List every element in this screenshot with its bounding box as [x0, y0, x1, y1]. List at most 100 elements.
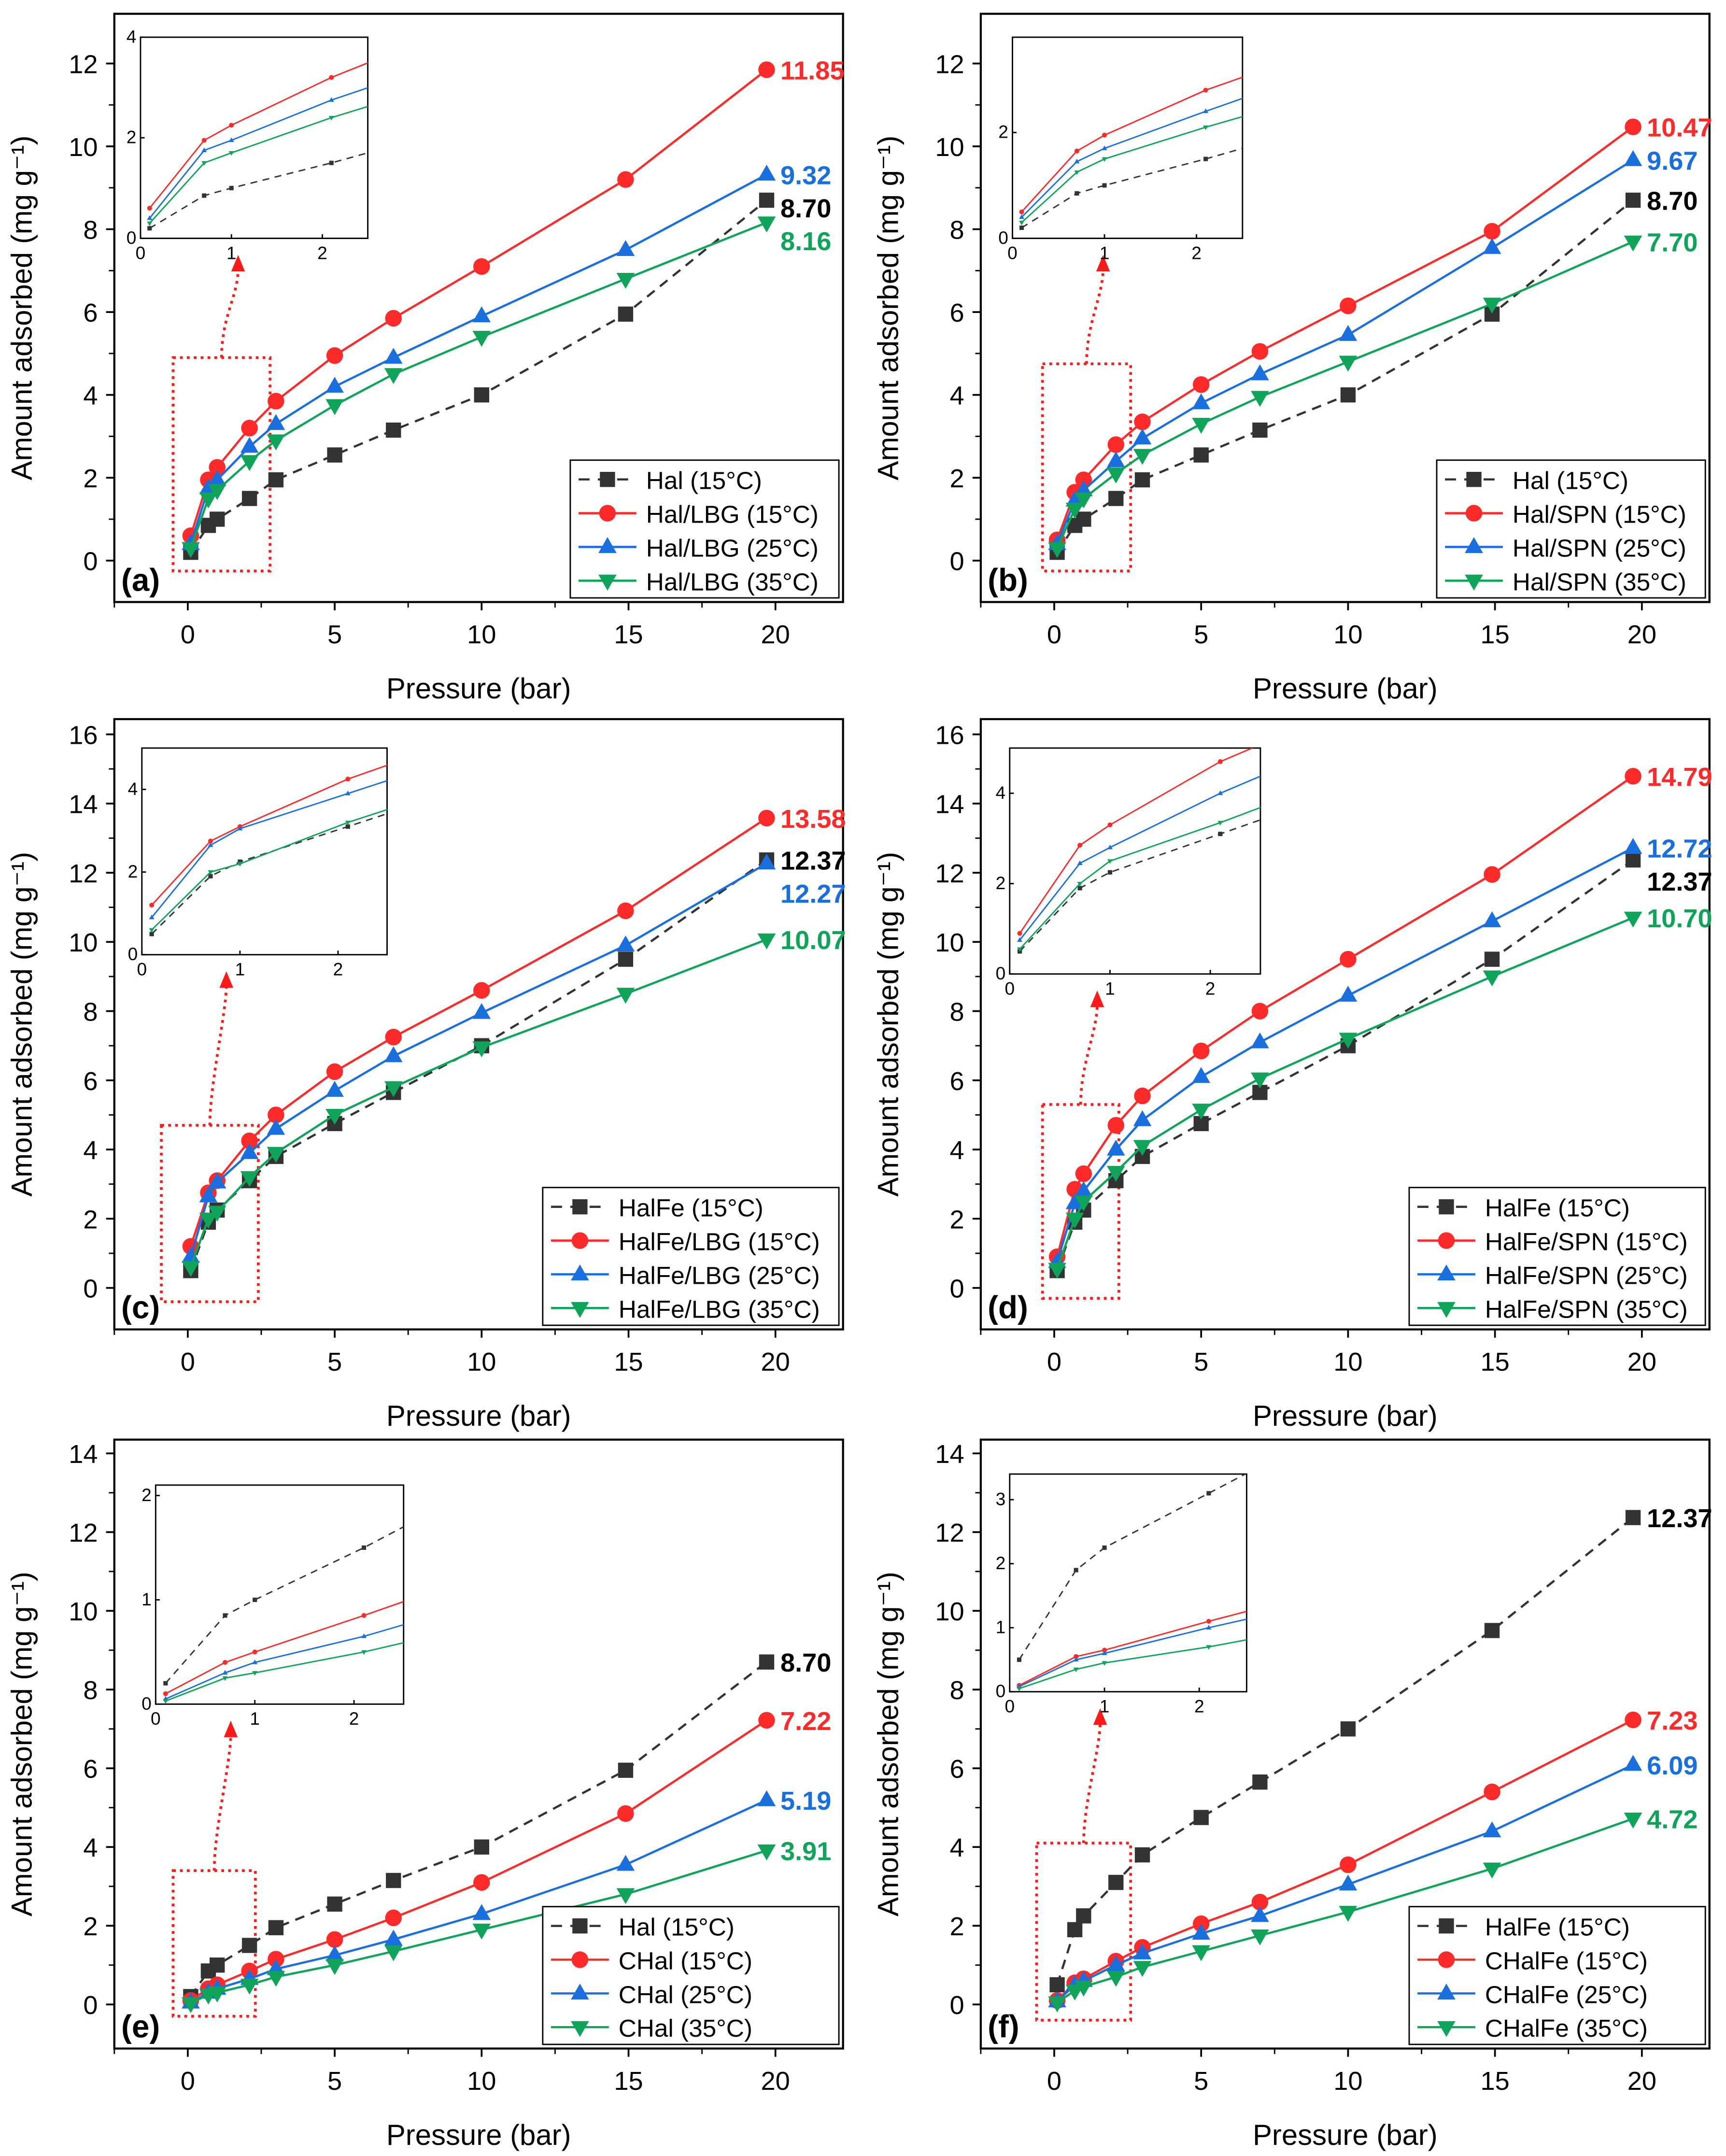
inset-data-point: [163, 1691, 168, 1696]
data-point: [616, 240, 635, 256]
data-point: [1106, 1139, 1125, 1156]
data-point: [757, 164, 776, 181]
data-point: [1074, 1181, 1093, 1197]
end-value-label: 12.37: [1647, 1504, 1712, 1533]
legend-marker: [598, 574, 617, 591]
x-tick-label: 15: [1480, 2067, 1509, 2096]
inset-y-tick-label: 4: [128, 779, 138, 799]
inset-data-point: [328, 97, 334, 102]
data-point: [325, 1108, 344, 1125]
inset-x-tick-label: 0: [1007, 242, 1018, 263]
data-point: [1483, 970, 1501, 987]
legend-label: HalFe/LBG (25°C): [619, 1262, 820, 1289]
data-point: [1625, 118, 1641, 135]
plot-frame: [979, 13, 1711, 603]
end-value-label: 7.22: [780, 1707, 831, 1736]
inset-data-point: [208, 870, 213, 875]
y-axis-label: Amount adsorbed (mg g⁻¹): [6, 1572, 38, 1916]
inset-data-point: [149, 914, 155, 920]
inset-frame: [1012, 36, 1244, 239]
zoom-arrow: [220, 269, 240, 358]
series-1: [1048, 118, 1641, 549]
data-point: [1134, 1087, 1151, 1105]
data-point: [1483, 238, 1501, 254]
inset-data-point: [1291, 1597, 1296, 1602]
data-point: [1192, 418, 1211, 434]
data-point: [758, 61, 775, 78]
inset-data-point: [1074, 170, 1080, 175]
data-point: [616, 1855, 635, 1871]
legend-label: Hal (15°C): [1513, 467, 1628, 495]
y-tick-label: 8: [950, 998, 964, 1027]
data-point: [267, 1971, 285, 1987]
y-tick-label: 4: [83, 1833, 98, 1862]
inset-data-point: [1217, 790, 1223, 795]
data-point: [616, 988, 635, 1004]
x-tick-label: 10: [467, 2067, 496, 2096]
legend-marker: [572, 1918, 588, 1934]
inset-y-tick-label: 4: [127, 26, 137, 46]
inset-data-point: [1074, 148, 1079, 154]
inset-data-point: [1102, 1647, 1107, 1653]
x-tick-label: 10: [467, 620, 496, 649]
legend-marker: [571, 1983, 589, 2000]
data-point: [1625, 1510, 1641, 1525]
inset-data-point: [223, 1660, 228, 1665]
inset-y-tick-label: 2: [141, 1485, 152, 1505]
inset-y-tick-label: 0: [141, 1693, 152, 1714]
data-point: [327, 1896, 342, 1912]
y-tick-label: 2: [83, 1205, 98, 1234]
inset-x-tick-label: 2: [317, 242, 327, 263]
data-point: [1251, 391, 1269, 407]
data-point: [210, 1957, 225, 1973]
data-point: [268, 393, 284, 410]
x-tick-label: 15: [614, 620, 643, 649]
x-tick-label: 20: [761, 620, 790, 649]
series-line: [189, 862, 767, 1257]
inset-frame: [1009, 747, 1261, 975]
data-point: [1106, 468, 1125, 484]
inset-y-tick-label: 0: [996, 1681, 1006, 1701]
end-value-label: 10.47: [1647, 113, 1712, 142]
x-tick-label: 5: [327, 1348, 342, 1376]
data-point: [208, 1206, 226, 1222]
series-3: [1048, 1812, 1642, 2013]
legend-label: Hal/LBG (35°C): [646, 568, 819, 596]
inset-data-point: [1102, 1661, 1107, 1666]
data-point: [325, 1945, 344, 1961]
data-point: [386, 1872, 401, 1888]
inset-data-point: [1206, 1618, 1211, 1624]
inset-x-tick-label: 0: [1004, 978, 1015, 998]
data-point: [325, 1959, 344, 1975]
data-point: [1624, 150, 1642, 166]
series-0: [1049, 1510, 1641, 1993]
y-tick-label: 8: [950, 1676, 964, 1705]
series-3: [182, 216, 776, 558]
legend-label: CHalFe (25°C): [1485, 1981, 1648, 2008]
y-tick-label: 14: [935, 790, 964, 819]
data-point: [759, 192, 775, 208]
inset-data-point: [434, 762, 439, 766]
legend: Hal (15°C) Hal/SPN (15°C) Hal/SPN (25°C) Ha…: [1436, 459, 1706, 599]
data-point: [474, 1839, 489, 1855]
y-tick-label: 0: [950, 547, 964, 576]
inset-x-tick-label: 2: [333, 959, 343, 979]
series-3: [1048, 235, 1642, 558]
data-point: [472, 1041, 491, 1058]
zoom-arrow: [212, 1734, 232, 1871]
x-tick-label: 15: [614, 2067, 643, 2096]
data-point: [1106, 1971, 1125, 1987]
inset-data-point: [1218, 832, 1223, 837]
data-point: [617, 1805, 634, 1822]
y-tick-label: 14: [69, 790, 98, 819]
inset-data-point: [208, 842, 213, 847]
panel-label: (b): [988, 563, 1028, 598]
data-point: [1192, 1104, 1211, 1120]
data-point: [757, 216, 776, 233]
data-point: [1106, 451, 1125, 468]
data-point: [1074, 1195, 1093, 1211]
x-tick-label: 10: [1333, 620, 1362, 649]
data-point: [182, 1997, 200, 2014]
data-point: [1624, 838, 1642, 854]
